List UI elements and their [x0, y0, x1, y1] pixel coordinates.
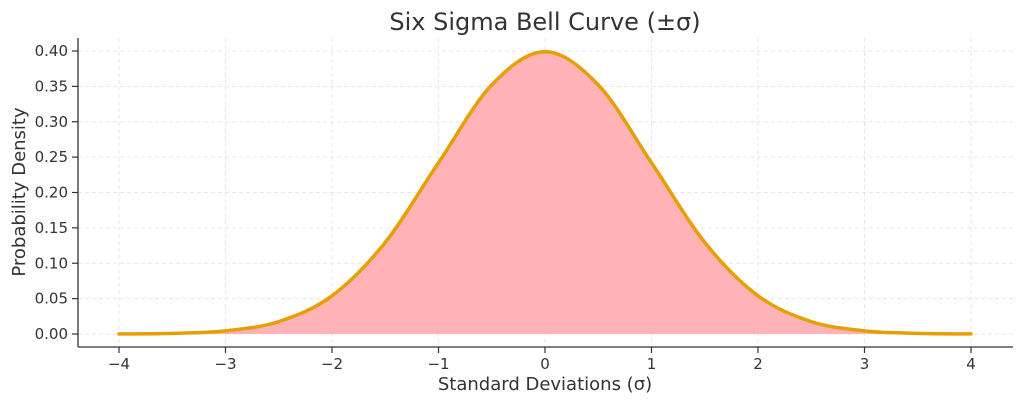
y-tick-label: 0.25 — [35, 148, 68, 166]
y-tick-label: 0.05 — [35, 290, 68, 308]
x-axis-title: Standard Deviations (σ) — [438, 374, 652, 395]
y-axis-ticks: 0.00 0.05 0.10 0.15 0.20 0.25 0.30 0.35 0.40 — [35, 42, 78, 343]
plot-area — [117, 50, 973, 336]
x-tick-label: −1 — [427, 355, 449, 373]
x-tick-label: 4 — [966, 355, 976, 373]
curve-fill-area — [119, 51, 971, 334]
x-tick-label: −4 — [108, 355, 130, 373]
x-tick-label: −3 — [214, 355, 236, 373]
y-tick-label: 0.40 — [35, 42, 68, 60]
x-tick-label: 3 — [860, 355, 870, 373]
x-tick-label: 0 — [540, 355, 550, 373]
series-line — [117, 50, 973, 336]
y-tick-label: 0.15 — [35, 219, 68, 237]
y-tick-label: 0.00 — [35, 325, 68, 343]
x-tick-label: 2 — [753, 355, 763, 373]
y-tick-label: 0.20 — [35, 184, 68, 202]
x-axis-ticks: −4 −3 −2 −1 0 1 2 3 4 — [108, 347, 976, 373]
y-tick-label: 0.10 — [35, 254, 68, 272]
y-axis-title: Probability Density — [9, 107, 30, 277]
y-tick-label: 0.30 — [35, 113, 68, 131]
chart-title: Six Sigma Bell Curve (±σ) — [389, 8, 700, 36]
y-tick-label: 0.35 — [35, 77, 68, 95]
x-tick-label: 1 — [647, 355, 657, 373]
x-tick-label: −2 — [321, 355, 343, 373]
